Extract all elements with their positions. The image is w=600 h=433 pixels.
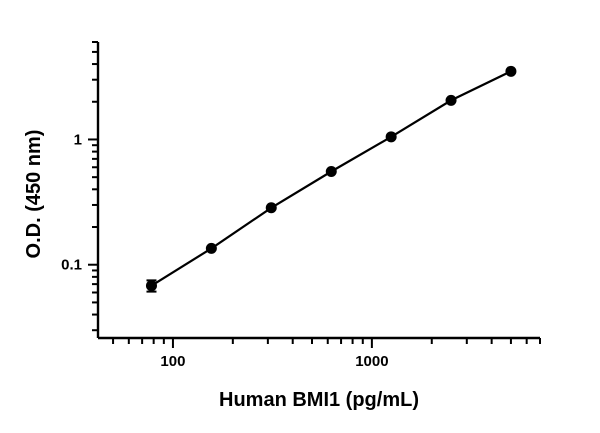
ticks <box>88 41 541 348</box>
y-tick-label: 0.1 <box>61 257 82 274</box>
x-tick-label: 100 <box>160 353 185 370</box>
data-point <box>265 202 277 214</box>
data-point <box>145 280 157 292</box>
data-point <box>325 165 337 177</box>
axes <box>96 42 540 340</box>
data-point <box>445 94 457 106</box>
fit-curve <box>150 70 512 287</box>
x-axis-title: Human BMI1 (pg/mL) <box>219 389 419 411</box>
data-point <box>385 131 397 143</box>
data-points <box>145 65 517 293</box>
y-axis-title: O.D. (450 nm) <box>23 130 45 259</box>
data-point <box>505 65 517 77</box>
tick-labels: 100 1000 0.1 1 <box>61 131 388 370</box>
data-point <box>205 242 217 254</box>
x-tick-label: 1000 <box>355 353 388 370</box>
y-tick-label: 1 <box>74 131 82 148</box>
